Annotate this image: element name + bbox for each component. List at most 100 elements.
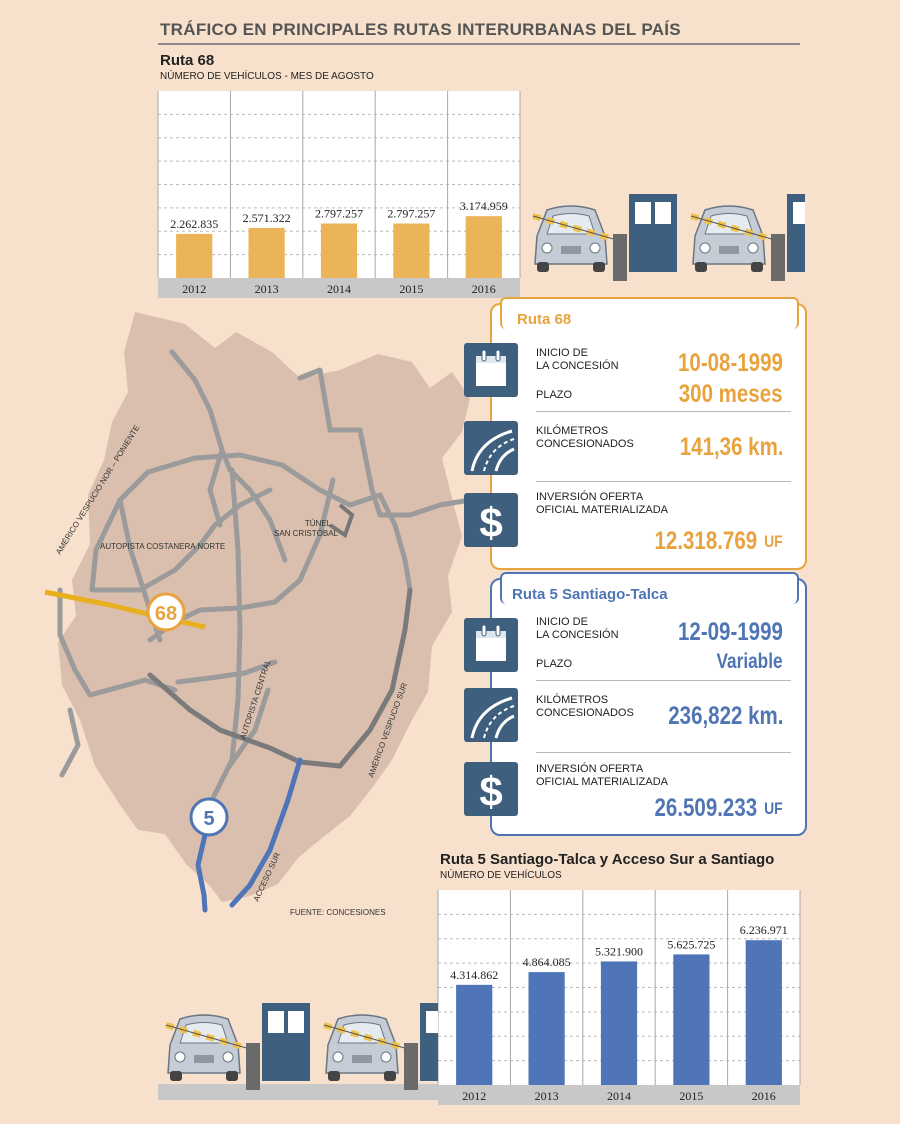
ruta68-value-label-2015: 2.797.257 <box>387 207 435 221</box>
ruta68-x-tick-2012: 2012 <box>182 282 206 296</box>
ruta5-divider-1 <box>536 680 791 681</box>
ruta68-bar-2016 <box>465 216 502 278</box>
ruta68-bar-chart: 2.262.835 2012 2.571.322 2013 2.797.257 2014 2… <box>157 91 521 298</box>
ruta5-inicio-value: 12-09-1999 <box>678 618 783 646</box>
ruta5-card: Ruta 5 Santiago-Talca INICIO DE LA CONCES… <box>464 572 807 836</box>
ruta68-x-tick-2015: 2015 <box>399 282 423 296</box>
route5-badge: 5 <box>189 797 229 837</box>
car-windshield <box>179 1022 229 1044</box>
barrier-outline <box>690 215 776 241</box>
chart1-subtitle: NÚMERO DE VEHÍCULOS - MES DE AGOSTO <box>160 71 374 82</box>
svg-text:68: 68 <box>155 603 177 625</box>
calendar-icon <box>464 618 518 672</box>
label-tunel-line2: SAN CRISTÓBAL <box>274 529 339 538</box>
toll-booth-illustration-bottom <box>165 1003 438 1090</box>
car-headlight <box>222 1051 234 1063</box>
dollar-icon: $ <box>464 762 518 816</box>
barrier-post <box>246 1043 260 1090</box>
toll-booth-illustration-top <box>532 194 805 281</box>
ruta5-x-tick-2016: 2016 <box>752 1089 776 1103</box>
ruta5-x-tick-2014: 2014 <box>607 1089 631 1103</box>
road-icon <box>464 688 518 742</box>
acceso-sur-road <box>229 757 303 908</box>
car-windshield <box>546 213 596 235</box>
toll-booth-window <box>635 202 651 224</box>
ruta68-x-tick-2014: 2014 <box>327 282 351 296</box>
ruta68-km-label: KILÓMETROS CONCESIONADOS <box>536 425 634 450</box>
ruta68-value-label-2013: 2.571.322 <box>243 211 291 225</box>
label-costanera-norte: AUTOPISTA COSTANERA NORTE <box>100 542 225 551</box>
ruta5-inversion-unit: UF <box>764 799 783 818</box>
calendar-icon <box>464 343 518 397</box>
ruta5-bar-chart: 4.314.862 2012 4.864.085 2013 5.321.900 2014 5… <box>437 890 801 1105</box>
ruta68-plazo-label: PLAZO <box>536 389 573 401</box>
ruta68-inicio-label: INICIO DE LA CONCESIÓN <box>536 347 619 372</box>
ruta68-inversion-value: 12.318.769 <box>654 527 757 555</box>
car-headlight <box>747 242 759 254</box>
ruta5-x-tick-2013: 2013 <box>535 1089 559 1103</box>
ruta5-value-label-2014: 5.321.900 <box>595 944 643 958</box>
toll-booth-window <box>793 202 805 224</box>
car-grille <box>194 1055 214 1063</box>
page-title: TRÁFICO EN PRINCIPALES RUTAS INTERURBANA… <box>160 20 681 39</box>
ruta5-inversion-value: 26.509.233 <box>654 794 757 822</box>
ruta68-card: Ruta 68 INICIO DE LA CONCESIÓN 10-08-1999… <box>464 297 807 570</box>
car-windshield <box>704 213 754 235</box>
ruta5-value-label-2016: 6.236.971 <box>740 923 788 937</box>
car-headlight <box>380 1051 392 1063</box>
ruta68-axis-bar <box>158 278 520 298</box>
ruta5-bar-2014 <box>600 961 638 1085</box>
tunel-road <box>328 503 355 539</box>
ruta5-road <box>195 832 208 913</box>
ruta68-value-label-2014: 2.797.257 <box>315 207 363 221</box>
ruta5-x-tick-2015: 2015 <box>679 1089 703 1103</box>
ruta68-value-label-2012: 2.262.835 <box>170 217 218 231</box>
ruta5-value-label-2015: 5.625.725 <box>667 937 715 951</box>
barrier-outline <box>323 1024 409 1050</box>
barrier-post <box>771 234 785 281</box>
car-headlight <box>699 242 711 254</box>
barrier-post <box>613 234 627 281</box>
car-headlight <box>174 1051 186 1063</box>
label-tunel-line1: TÚNEL <box>305 519 332 528</box>
chart1-title: Ruta 68 <box>160 52 215 69</box>
ruta68-bar-2015 <box>393 223 430 278</box>
car-headlight <box>589 242 601 254</box>
car-wheel <box>537 262 549 272</box>
car-grille <box>561 246 581 254</box>
dollar-icon: $ <box>464 493 518 547</box>
car-windshield <box>337 1022 387 1044</box>
ruta5-x-tick-2012: 2012 <box>462 1089 486 1103</box>
ruta5-km-label: KILÓMETROS CONCESIONADOS <box>536 694 634 719</box>
svg-text:$: $ <box>479 499 502 546</box>
ruta68-card-tab <box>500 297 799 329</box>
svg-text:$: $ <box>479 768 502 815</box>
ruta68-bar-2014 <box>320 223 358 278</box>
toll-booth-window <box>268 1011 284 1033</box>
car-wheel <box>695 262 707 272</box>
toll-booth-window <box>288 1011 304 1033</box>
car-grille <box>719 246 739 254</box>
ruta68-card-title: Ruta 68 <box>517 311 572 328</box>
ruta5-bar-2013 <box>528 972 565 1085</box>
car-grille <box>352 1055 372 1063</box>
ruta5-bar-2012 <box>456 984 493 1085</box>
ruta5-value-label-2013: 4.864.085 <box>523 955 571 969</box>
ruta5-card-tab <box>500 572 799 604</box>
ruta5-inversion-label: INVERSIÓN OFERTA OFICIAL MATERIALIZADA <box>536 763 669 788</box>
svg-text:5: 5 <box>203 808 214 830</box>
ruta68-bar-2012 <box>176 233 213 278</box>
ruta68-divider-1 <box>536 411 791 412</box>
vespucio-sur-road <box>147 587 413 769</box>
car-headlight <box>332 1051 344 1063</box>
ruta68-bar-2013 <box>248 227 285 278</box>
route68-badge: 68 <box>146 592 186 632</box>
car-wheel <box>226 1071 238 1081</box>
car-headlight <box>541 242 553 254</box>
barrier-outline <box>165 1024 251 1050</box>
map-source: FUENTE: CONCESIONES <box>290 908 386 917</box>
ruta68-x-tick-2013: 2013 <box>255 282 279 296</box>
ruta5-bar-2016 <box>745 940 782 1085</box>
chart2-title: Ruta 5 Santiago-Talca y Acceso Sur a San… <box>440 851 775 868</box>
ruta5-axis-bar <box>438 1085 800 1105</box>
